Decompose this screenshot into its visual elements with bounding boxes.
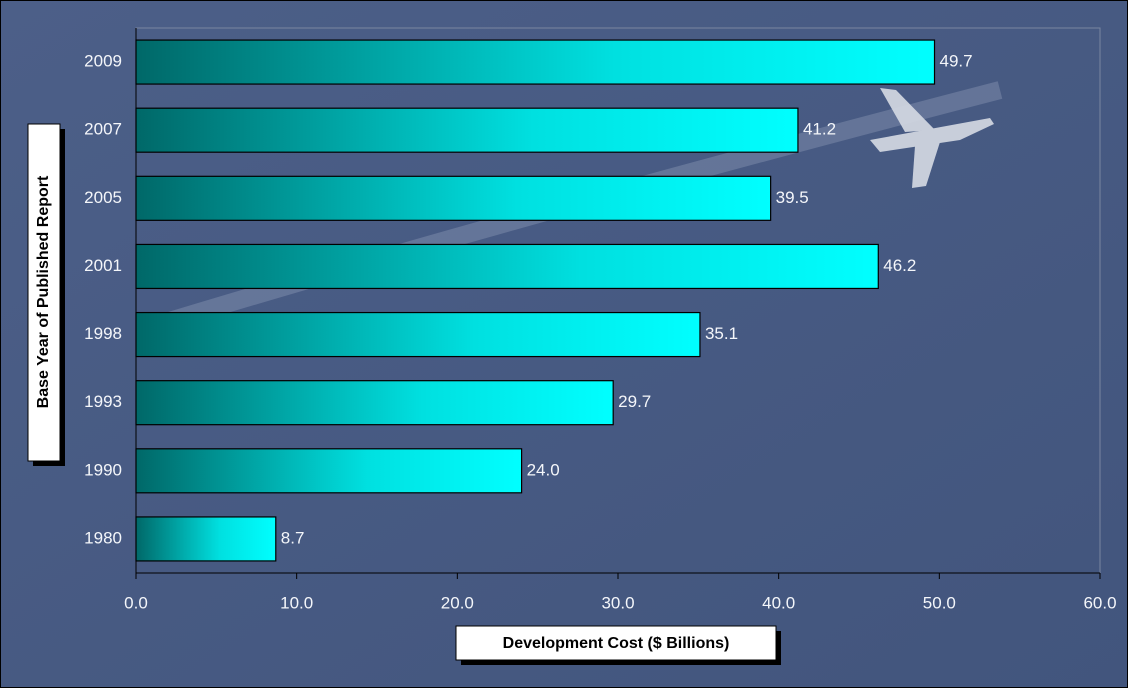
x-title-box xyxy=(455,625,777,661)
x-tick-label: 50.0 xyxy=(923,593,956,612)
bar xyxy=(135,175,772,221)
y-tick-label: 2001 xyxy=(84,256,122,275)
y-axis-title: Base Year of Published Report xyxy=(35,175,52,408)
bar xyxy=(135,243,879,290)
value-label: 24.0 xyxy=(527,460,560,479)
bar xyxy=(135,39,936,85)
value-label: 29.7 xyxy=(618,392,651,411)
value-label: 49.7 xyxy=(940,52,973,71)
y-tick-label: 1993 xyxy=(84,392,122,411)
x-tick-label: 20.0 xyxy=(441,593,474,612)
x-axis-title: Development Cost ($ Billions) xyxy=(503,635,730,652)
value-label: 41.2 xyxy=(803,120,836,139)
value-label: 46.2 xyxy=(883,256,916,275)
airplane xyxy=(870,88,994,188)
x-tick-label: 30.0 xyxy=(601,593,634,612)
bar xyxy=(135,448,523,494)
y-tick-label: 2007 xyxy=(84,120,122,139)
bar xyxy=(135,107,799,153)
y-tick-label: 1990 xyxy=(84,460,122,479)
x-tick-label: 60.0 xyxy=(1083,593,1116,612)
value-label: 35.1 xyxy=(705,324,738,343)
x-tick-label: 0.0 xyxy=(124,593,148,612)
y-title-box xyxy=(27,123,61,462)
y-tick-label: 1980 xyxy=(84,528,122,547)
y-tick-label: 2005 xyxy=(84,188,122,207)
value-label: 8.7 xyxy=(281,528,305,547)
bar xyxy=(135,516,277,562)
y-tick-label: 2009 xyxy=(84,52,122,71)
bar xyxy=(135,311,701,358)
x-tick-label: 10.0 xyxy=(280,593,313,612)
value-label: 39.5 xyxy=(776,188,809,207)
bar xyxy=(135,380,614,426)
x-tick-label: 40.0 xyxy=(762,593,795,612)
y-tick-label: 1998 xyxy=(84,324,122,343)
